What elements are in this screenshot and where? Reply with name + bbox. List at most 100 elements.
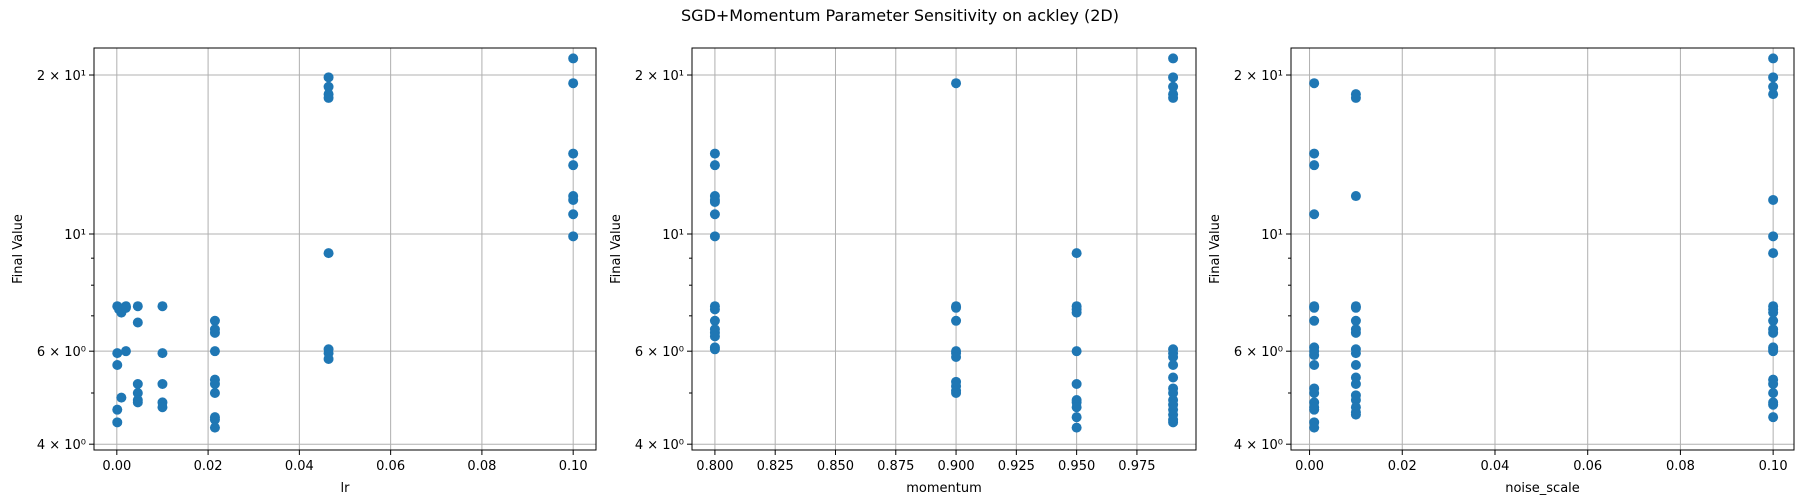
y-tick-label: 10¹ [64, 228, 86, 243]
data-point [1168, 388, 1179, 399]
data-point [1768, 388, 1779, 399]
data-point [1309, 404, 1320, 415]
data-point [568, 78, 579, 89]
x-tick-label: 0.08 [1666, 459, 1695, 474]
data-point [323, 81, 334, 92]
data-point [1350, 302, 1361, 313]
subplot-2: 0.800 0.825 0.850 0.875 0.900 0.925 0.950 0.975… [609, 47, 1197, 496]
y-axis-label: Final Value [609, 214, 624, 284]
data-point [1350, 394, 1361, 405]
x-tick-label: 0.950 [1058, 459, 1095, 474]
data-point [709, 209, 720, 220]
data-point [1768, 412, 1779, 423]
data-point [1168, 417, 1179, 428]
y-tick-label: 6 × 10⁰ [635, 345, 684, 360]
data-point [709, 231, 720, 242]
data-point [1350, 327, 1361, 338]
data-point [209, 379, 220, 390]
data-point [1350, 92, 1361, 103]
data-point [112, 359, 123, 370]
data-point [951, 315, 962, 326]
data-point [1768, 248, 1779, 259]
y-axis-label: Final Value [1208, 214, 1223, 284]
data-point [1768, 72, 1779, 83]
data-point [1350, 359, 1361, 370]
data-point [1071, 307, 1082, 318]
data-point [709, 148, 720, 159]
data-point [1309, 148, 1320, 159]
x-tick-label: 0.800 [696, 459, 733, 474]
data-point [1768, 89, 1779, 100]
data-point [951, 302, 962, 313]
data-point [120, 302, 131, 313]
data-point [951, 388, 962, 399]
data-point [112, 348, 123, 359]
data-point [1768, 346, 1779, 357]
data-point [323, 72, 334, 83]
data-point [709, 315, 720, 326]
data-point [709, 344, 720, 355]
data-point [1768, 379, 1779, 390]
data-point [1071, 422, 1082, 433]
data-point [209, 315, 220, 326]
data-point [209, 327, 220, 338]
x-tick-label: 0.00 [1295, 459, 1324, 474]
x-tick-label: 0.875 [877, 459, 914, 474]
data-point [568, 231, 579, 242]
data-point [1350, 379, 1361, 390]
data-point [1309, 359, 1320, 370]
data-point [132, 301, 143, 312]
data-point [1350, 315, 1361, 326]
data-point [568, 194, 579, 205]
data-point [1168, 92, 1179, 103]
data-point [1309, 209, 1320, 220]
y-tick-label: 10¹ [1261, 228, 1283, 243]
data-point [1071, 379, 1082, 390]
x-tick-label: 0.04 [1481, 459, 1510, 474]
data-point [120, 346, 131, 357]
x-axis-label: lr [341, 481, 351, 496]
data-point [709, 196, 720, 207]
y-tick-label: 2 × 10¹ [37, 69, 86, 84]
data-point [132, 379, 143, 390]
data-point [1071, 412, 1082, 423]
data-point [157, 301, 168, 312]
data-point [132, 317, 143, 328]
data-point [209, 388, 220, 399]
data-point [568, 53, 579, 64]
x-tick-label: 0.04 [285, 459, 314, 474]
data-point [1168, 81, 1179, 92]
y-tick-label: 6 × 10⁰ [37, 345, 86, 360]
y-tick-label: 4 × 10⁰ [1234, 438, 1283, 453]
data-point [132, 388, 143, 399]
y-tick-label: 2 × 10¹ [1234, 69, 1283, 84]
data-point [1071, 248, 1082, 259]
x-tick-label: 0.825 [757, 459, 794, 474]
data-point [209, 422, 220, 433]
x-tick-label: 0.900 [937, 459, 974, 474]
data-point [1309, 350, 1320, 361]
data-point [709, 304, 720, 315]
data-point [209, 414, 220, 425]
data-point [1168, 351, 1179, 362]
x-tick-label: 0.02 [1388, 459, 1417, 474]
data-point [568, 209, 579, 220]
data-point [1768, 53, 1779, 64]
data-point [1768, 81, 1779, 92]
x-tick-label: 0.08 [467, 459, 496, 474]
data-point [1768, 307, 1779, 318]
x-axis-label: momentum [906, 481, 982, 496]
x-tick-label: 0.925 [998, 459, 1035, 474]
data-point [1309, 422, 1320, 433]
data-point [709, 160, 720, 171]
y-tick-label: 4 × 10⁰ [635, 438, 684, 453]
data-point [1350, 409, 1361, 420]
data-point [1309, 315, 1320, 326]
data-point [568, 148, 579, 159]
data-point [1071, 402, 1082, 413]
data-point [1350, 191, 1361, 202]
data-point [709, 331, 720, 342]
data-point [323, 353, 334, 364]
x-axis-label: noise_scale [1505, 481, 1580, 496]
